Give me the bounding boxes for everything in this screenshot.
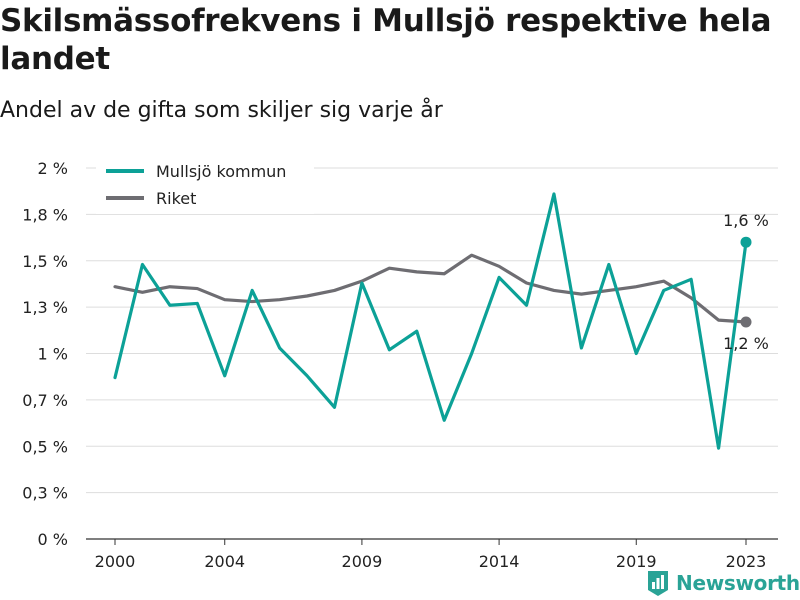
y-tick-label: 1,5 %	[22, 252, 68, 271]
legend: Mullsjö kommun Riket	[96, 152, 314, 214]
x-tick-label: 2023	[726, 552, 767, 571]
y-tick-label: 1,3 %	[22, 298, 68, 317]
y-tick-label: 0,3 %	[22, 484, 68, 503]
newsworthy-logo-icon	[648, 571, 668, 596]
series-lines	[113, 192, 752, 450]
end-value-label: 1,6 %	[723, 211, 769, 230]
chart-title: Skilsmässofrekvens i Mullsjö respektive …	[0, 3, 772, 77]
x-tick-label: 2009	[342, 552, 383, 571]
x-tick-label: 2000	[95, 552, 136, 571]
x-tick-label: 2004	[204, 552, 245, 571]
brand-name: Newsworthy	[676, 571, 800, 595]
brand-logo: Newsworthy	[646, 568, 800, 598]
data-labels: 1,6 % 1,2 %	[723, 211, 769, 353]
legend-label: Mullsjö kommun	[156, 162, 286, 181]
series-line-riket	[113, 253, 748, 324]
legend-background	[96, 152, 314, 214]
chart-subtitle: Andel av de gifta som skiljer sig varje …	[0, 98, 443, 123]
axes: 0 % 0,3 % 0,5 % 0,7 % 1 % 1,3 % 1,5 % 1,8 % 2 % 2…	[22, 159, 778, 571]
y-tick-label: 1 %	[38, 345, 68, 364]
y-tick-label: 0 %	[38, 530, 68, 549]
y-tick-label: 0,5 %	[22, 437, 68, 456]
y-tick-label: 2 %	[38, 159, 68, 178]
y-tick-label: 1,8 %	[22, 205, 68, 224]
end-value-label: 1,2 %	[723, 334, 769, 353]
end-point-marker	[740, 236, 752, 248]
series-line-mullsjo	[113, 192, 748, 450]
x-tick-label: 2019	[616, 552, 657, 571]
end-point-marker	[740, 316, 752, 328]
gridlines	[86, 167, 778, 494]
x-tick-label: 2014	[479, 552, 520, 571]
y-tick-label: 0,7 %	[22, 391, 68, 410]
legend-label: Riket	[156, 189, 196, 208]
